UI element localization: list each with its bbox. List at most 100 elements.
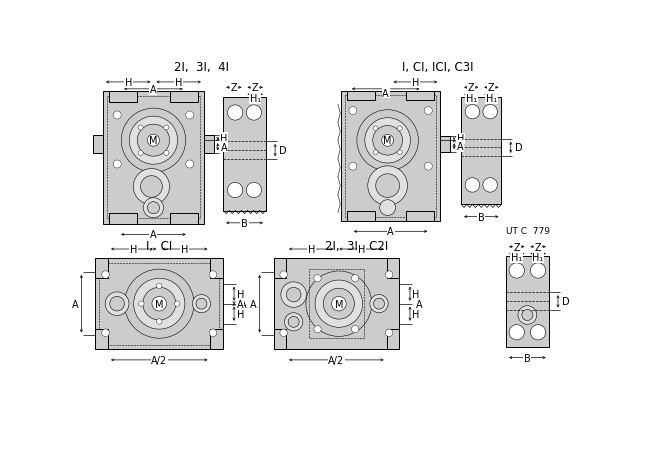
Bar	[273, 330, 286, 349]
Circle shape	[288, 317, 299, 328]
Circle shape	[331, 297, 346, 311]
Circle shape	[102, 329, 109, 337]
Circle shape	[509, 325, 525, 340]
Text: I,  CI: I, CI	[146, 239, 172, 252]
Circle shape	[284, 313, 303, 331]
Circle shape	[110, 297, 124, 311]
Text: A: A	[72, 299, 79, 309]
Circle shape	[246, 106, 262, 121]
Text: M: M	[383, 136, 392, 146]
Circle shape	[518, 306, 537, 325]
Bar	[406, 92, 434, 101]
Text: M: M	[149, 136, 158, 146]
Circle shape	[465, 179, 480, 193]
Bar	[347, 92, 375, 101]
Circle shape	[374, 298, 385, 309]
Text: A/2: A/2	[328, 355, 344, 365]
Text: H: H	[220, 133, 228, 143]
Text: A: A	[150, 84, 157, 95]
Bar	[169, 92, 198, 102]
Text: H: H	[411, 78, 419, 88]
Text: H: H	[181, 245, 189, 254]
Bar	[461, 97, 501, 205]
Circle shape	[424, 163, 432, 171]
Circle shape	[531, 325, 546, 340]
Text: A: A	[416, 299, 422, 309]
Text: Z: Z	[488, 83, 495, 93]
Text: Z: Z	[468, 83, 475, 93]
Circle shape	[133, 279, 185, 330]
Circle shape	[324, 289, 354, 319]
Circle shape	[156, 319, 162, 325]
Text: M: M	[335, 299, 343, 309]
Bar	[273, 259, 286, 279]
Text: Z: Z	[514, 242, 520, 252]
Bar	[309, 269, 364, 338]
Circle shape	[147, 135, 159, 147]
Circle shape	[164, 126, 169, 131]
Circle shape	[105, 292, 129, 316]
Text: B: B	[241, 218, 248, 228]
Circle shape	[141, 176, 162, 198]
Text: Z: Z	[230, 83, 237, 93]
Circle shape	[143, 198, 163, 218]
Text: H₁: H₁	[249, 94, 261, 104]
Circle shape	[192, 295, 211, 313]
Text: M: M	[155, 299, 163, 309]
Circle shape	[246, 183, 262, 198]
Text: A: A	[150, 230, 157, 240]
Circle shape	[397, 151, 402, 156]
Circle shape	[483, 105, 497, 120]
Circle shape	[373, 127, 378, 131]
Circle shape	[147, 202, 159, 214]
Bar	[273, 259, 399, 349]
Bar	[387, 330, 399, 349]
Text: H: H	[236, 289, 244, 299]
Text: Z: Z	[252, 83, 258, 93]
Bar	[223, 97, 266, 211]
Circle shape	[143, 288, 176, 320]
Bar	[341, 92, 440, 221]
Bar	[109, 213, 137, 224]
Text: H₁: H₁	[465, 94, 477, 104]
Circle shape	[133, 169, 169, 205]
Text: B: B	[524, 353, 531, 363]
Text: A: A	[237, 299, 243, 309]
Circle shape	[209, 329, 217, 337]
Circle shape	[156, 284, 162, 289]
Circle shape	[113, 112, 121, 120]
Circle shape	[227, 183, 243, 198]
Circle shape	[196, 298, 207, 309]
Text: D: D	[515, 143, 522, 153]
Circle shape	[280, 329, 287, 337]
Bar	[204, 135, 214, 154]
Text: H: H	[456, 134, 464, 144]
Text: A: A	[387, 227, 394, 237]
Circle shape	[373, 126, 402, 156]
Text: A/2: A/2	[151, 355, 167, 365]
Circle shape	[186, 161, 194, 168]
Text: H: H	[307, 245, 315, 254]
Circle shape	[397, 127, 402, 131]
Circle shape	[280, 271, 287, 279]
Text: H: H	[175, 78, 182, 88]
Circle shape	[281, 282, 307, 308]
Bar	[210, 259, 223, 279]
Circle shape	[352, 275, 359, 282]
Bar	[506, 257, 549, 347]
Bar	[109, 92, 137, 102]
Circle shape	[152, 297, 167, 311]
Circle shape	[385, 271, 393, 279]
Circle shape	[424, 107, 432, 115]
Text: I, CI, ICI, C3I: I, CI, ICI, C3I	[402, 61, 474, 74]
Text: H₁: H₁	[486, 94, 497, 104]
Circle shape	[368, 167, 408, 206]
Text: H: H	[130, 245, 137, 254]
Circle shape	[315, 280, 363, 328]
Circle shape	[357, 111, 419, 172]
Bar	[169, 213, 198, 224]
Bar	[99, 263, 219, 345]
Circle shape	[209, 271, 217, 279]
Text: D: D	[279, 146, 286, 156]
Circle shape	[483, 179, 497, 193]
